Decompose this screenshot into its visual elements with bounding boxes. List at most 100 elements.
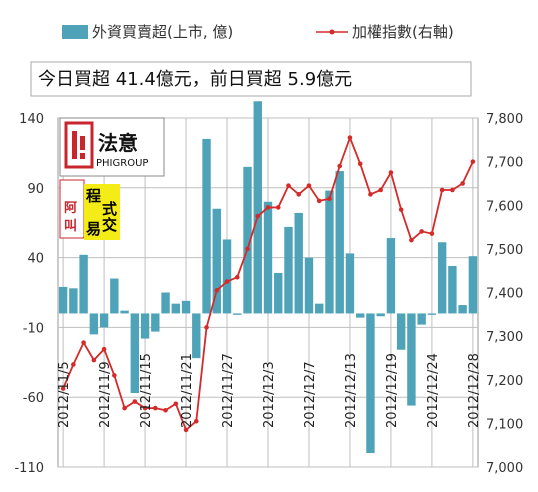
logo-brand-en: PHIGROUP	[96, 158, 148, 169]
bar	[468, 256, 478, 314]
bar	[120, 310, 129, 314]
right-tick-label: 7,200	[486, 374, 523, 389]
bar	[366, 313, 375, 454]
line-point	[234, 274, 240, 280]
logo-brand-cn: 法意	[98, 131, 138, 155]
line-point	[101, 346, 107, 352]
logo-emblem-frame	[64, 121, 94, 169]
line-point	[429, 231, 435, 236]
legend: 外資買賣超(上市, 億) 加權指數(右軸)	[62, 23, 454, 41]
logo-emblem-bar-3	[80, 153, 85, 159]
seal-char-2: 式	[102, 200, 117, 218]
left-tick-label: -10	[23, 321, 44, 336]
bar-series	[58, 101, 478, 454]
right-tick-label: 7,600	[486, 199, 523, 214]
bar	[181, 300, 191, 314]
bar	[427, 313, 437, 315]
bar	[448, 265, 457, 314]
line-point	[224, 279, 230, 284]
bar	[274, 272, 283, 314]
trading-seal: 阿 叫 程 式 交 易	[59, 179, 120, 240]
line-point	[327, 196, 332, 202]
right-tick-label: 7,700	[486, 156, 523, 171]
bar	[212, 208, 221, 314]
line-point	[122, 405, 127, 411]
bar	[151, 313, 160, 332]
bar	[243, 166, 252, 314]
line-series	[60, 135, 476, 433]
line-point	[60, 386, 66, 391]
legend-line-marker	[329, 29, 335, 35]
bar	[355, 313, 365, 318]
right-axis-ticks: 7,800 7,700 7,600 7,500 7,400 7,300 7,200 7,100…	[486, 112, 523, 476]
line-point	[419, 229, 424, 234]
line-point	[255, 213, 261, 219]
phigroup-logo: 法意 PHIGROUP	[59, 117, 165, 177]
bar	[99, 313, 109, 328]
seal-char-1: 程	[86, 187, 101, 205]
line-point	[460, 181, 465, 186]
line-point	[378, 187, 383, 193]
left-tick-label: 140	[19, 112, 44, 127]
line-point	[470, 159, 476, 164]
x-tick-label: 2012/12/13	[344, 353, 359, 428]
line-point	[204, 325, 209, 330]
right-tick-label: 7,000	[486, 461, 523, 476]
bar	[140, 313, 150, 339]
line-point	[183, 427, 189, 433]
seal-left-panel	[59, 179, 85, 239]
bar	[161, 292, 170, 314]
bar	[202, 138, 211, 314]
line-point	[163, 407, 168, 413]
line-point	[81, 340, 86, 345]
legend-bar-label: 外資買賣超(上市, 億)	[92, 23, 233, 41]
line-point	[132, 399, 138, 404]
seal-yellow-block	[84, 184, 120, 240]
line-point	[306, 183, 312, 188]
bar	[222, 239, 232, 314]
bar	[89, 313, 99, 335]
right-tick-label: 7,100	[486, 417, 523, 432]
bar	[407, 313, 416, 406]
bar	[69, 288, 78, 314]
line-point	[265, 205, 271, 210]
bar	[458, 305, 467, 314]
x-axis-labels: 2012/11/5 2012/11/9 2012/11/15 2012/11/21 20…	[57, 353, 482, 428]
line-point	[214, 288, 220, 293]
x-tick-label: 2012/12/24	[426, 353, 441, 428]
x-tick-label: 2012/11/5	[57, 361, 72, 428]
bar	[130, 313, 140, 394]
line-point	[245, 246, 250, 252]
bar	[263, 201, 273, 314]
x-tick-label: 2012/12/7	[303, 361, 318, 428]
left-tick-label: -60	[23, 391, 44, 406]
line-point	[368, 192, 373, 197]
headline-box: 今日買超 41.4億元，前日買超 5.9億元	[30, 61, 472, 97]
bar	[325, 190, 334, 314]
left-tick-label: 90	[27, 182, 44, 197]
right-tick-label: 7,800	[486, 112, 523, 127]
line-point	[173, 401, 179, 407]
legend-line-label: 加權指數(右軸)	[352, 23, 454, 41]
x-tick-label: 2012/11/21	[180, 353, 195, 428]
line-point	[450, 187, 455, 193]
seal-left-char-1: 阿	[64, 201, 77, 216]
right-tick-label: 7,300	[486, 330, 523, 345]
line-point	[439, 187, 445, 193]
x-tick-label: 2012/12/28	[467, 353, 482, 428]
right-tick-label: 7,400	[486, 287, 523, 302]
bar	[253, 101, 262, 314]
line-point	[398, 207, 404, 212]
bar	[284, 226, 293, 314]
line-point	[286, 183, 291, 188]
bar	[315, 303, 324, 314]
bar	[386, 238, 396, 314]
bar	[417, 313, 426, 325]
line-point	[91, 357, 97, 363]
line-point	[409, 237, 414, 243]
bar	[294, 212, 303, 314]
line-point	[357, 161, 363, 167]
line-point	[347, 135, 353, 140]
bar	[171, 303, 181, 314]
x-tick-label: 2012/11/9	[98, 361, 113, 428]
